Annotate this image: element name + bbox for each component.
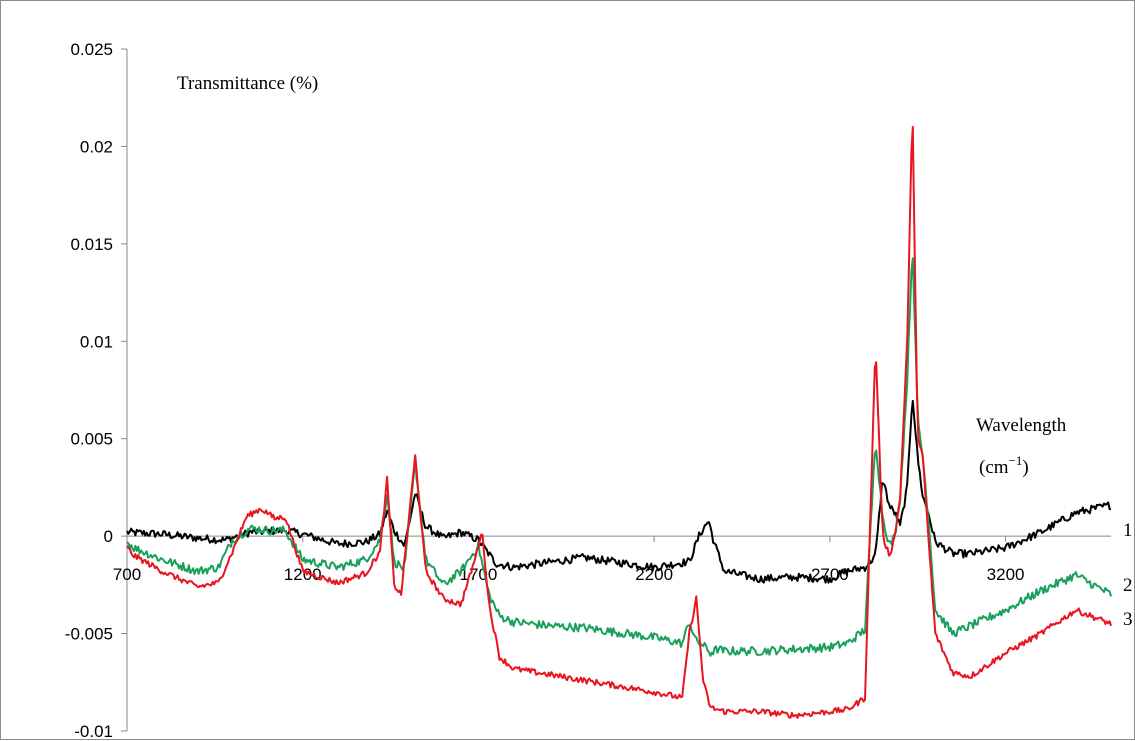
y-tick-label: 0.02 [80,137,113,156]
y-tick-label: -0.005 [65,625,113,644]
x-tick-label: 700 [113,565,141,584]
y-tick-label: 0.015 [70,235,113,254]
x-axis-unit: (cm−1) [979,453,1029,478]
series-line-2 [126,257,1112,657]
series-line-3 [126,125,1112,719]
x-axis-unit-base: (cm [979,457,1009,478]
series-label-1: 1 [1123,520,1133,541]
y-tick-label: 0 [104,527,113,546]
series-line-1 [126,399,1112,584]
series-layer [126,125,1112,719]
y-tick-label: -0.01 [74,722,113,741]
x-axis-unit-exponent: −1 [1009,453,1023,468]
x-tick-label: 1200 [284,565,322,584]
series-label-3: 3 [1123,609,1133,630]
x-axis: 700 1200 1700 2200 2700 3200 [113,535,1111,584]
y-axis-title: Transmittance (%) [177,73,318,94]
series-end-labels: 1 2 3 [1123,520,1133,630]
y-axis: -0.01 -0.005 0 0.005 0.01 0.015 0.02 0.025 [65,40,128,741]
y-tick-label: 0.005 [70,430,113,449]
y-tick-label: 0.025 [70,40,113,59]
x-axis-unit-close: ) [1022,457,1028,478]
y-tick-label: 0.01 [80,332,113,351]
x-axis-title: Wavelength [976,415,1067,436]
x-tick-label: 3200 [987,565,1025,584]
series-label-2: 2 [1123,575,1133,596]
